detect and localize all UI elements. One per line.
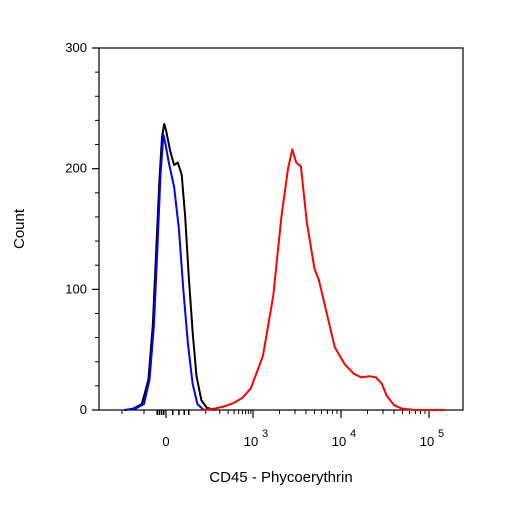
y-tick-label: 100 bbox=[65, 281, 87, 296]
plot-frame bbox=[98, 47, 464, 411]
x-tick-label: 10 bbox=[244, 434, 258, 449]
y-axis-ticks: 0 100 200 300 bbox=[65, 40, 99, 417]
y-axis-title: Count bbox=[11, 208, 28, 249]
x-tick-label: 0 bbox=[162, 434, 169, 449]
y-tick-label: 300 bbox=[65, 40, 87, 55]
x-tick-label: 10 bbox=[332, 434, 346, 449]
x-axis-ticks: 0 10 3 10 4 10 5 bbox=[121, 410, 444, 449]
x-tick-label: 10 bbox=[420, 434, 434, 449]
x-tick-exponent: 5 bbox=[438, 428, 444, 440]
x-tick-exponent: 3 bbox=[262, 428, 268, 440]
y-tick-label: 0 bbox=[80, 402, 87, 417]
histogram-series-1 bbox=[124, 123, 215, 411]
y-tick-label: 200 bbox=[65, 161, 87, 176]
series-layer bbox=[124, 123, 445, 411]
x-axis-title: CD45 - Phycoerythrin bbox=[209, 469, 352, 486]
histogram-series-3 bbox=[201, 148, 445, 411]
x-tick-exponent: 4 bbox=[350, 428, 356, 440]
histogram-series-2 bbox=[124, 133, 205, 411]
